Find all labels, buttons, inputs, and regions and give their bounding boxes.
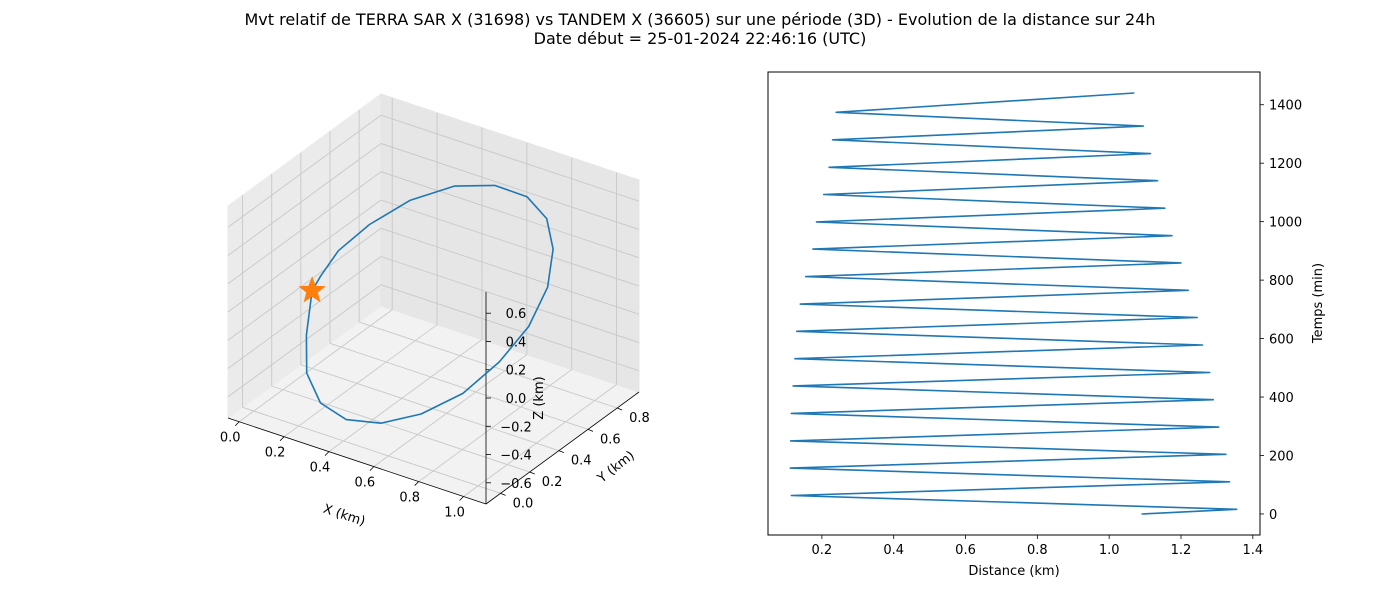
- x-axis-label: X (km): [321, 502, 367, 530]
- x-tick-label: 1.0: [444, 506, 465, 521]
- x-tick-label: 0.2: [265, 446, 286, 461]
- x-tick-label-2d: 0.8: [1027, 543, 1048, 558]
- x-tick-label: 0.8: [399, 491, 420, 506]
- x-tick-label-2d: 0.6: [955, 543, 976, 558]
- x-gridline-floor: [283, 324, 438, 438]
- z-gridline-back: [380, 114, 640, 202]
- y-axis-line: [485, 391, 640, 505]
- x-tick-mark: [234, 421, 240, 427]
- x-tick-mark: [324, 451, 330, 456]
- x-tick-mark: [414, 481, 419, 486]
- z-gridline-left: [227, 256, 382, 369]
- z-tick-label: 0.0: [506, 392, 527, 407]
- y-gridline-floor: [242, 406, 501, 494]
- pane-group: [226, 93, 641, 505]
- z-gridline-back: [380, 227, 640, 315]
- z-tick-label: −0.6: [500, 477, 532, 492]
- y-tick-mark: [529, 471, 535, 475]
- x-tick-mark: [369, 466, 375, 471]
- y-gridline-floor: [300, 364, 559, 452]
- x-axis-line: [227, 417, 487, 505]
- y-gridline-floor: [329, 342, 589, 430]
- x-tick-label-2d: 1.4: [1242, 543, 1263, 558]
- start-star-marker: [298, 276, 326, 303]
- x-gridline-floor: [373, 354, 528, 467]
- x-tick-label: 0.6: [354, 476, 375, 491]
- y-tick-mark: [558, 450, 565, 454]
- y-tick-label: 0.2: [542, 475, 563, 490]
- y-tick-label-2d: 0: [1269, 508, 1277, 523]
- y-gridline-floor: [359, 321, 618, 409]
- x-gridline-floor: [328, 339, 483, 453]
- y-tick-label-2d: 1400: [1269, 99, 1302, 114]
- z-tick-label: 0.6: [506, 307, 527, 322]
- grid-lines: [227, 97, 640, 497]
- x-tick-label: 0.0: [220, 431, 241, 446]
- x-gridline-floor: [418, 369, 572, 482]
- y-tick-label-2d: 1200: [1269, 157, 1302, 172]
- z-axis-label: Z (km): [532, 376, 547, 419]
- x-tick-label-2d: 1.0: [1099, 543, 1120, 558]
- y-tick-label-2d: 800: [1269, 274, 1294, 289]
- y-tick-label-2d: 400: [1269, 391, 1294, 406]
- z-gridline-back: [380, 256, 640, 343]
- y-axis-label: Y (km): [594, 448, 637, 487]
- z-gridline-left: [227, 284, 382, 398]
- y-tick-label-2d: 200: [1269, 449, 1294, 464]
- distance-line: [789, 92, 1238, 515]
- y-axis-label-2d: Temps (min): [1311, 263, 1326, 344]
- y-tick-label: 0.6: [600, 432, 621, 447]
- y-gridline-floor: [271, 385, 530, 473]
- plot-2d: 0.2 0.4 0.6 0.8 1.0 1.2 1.4 0 200 400 600 800 1000 12…: [767, 71, 1326, 579]
- y-tick-label: 0.8: [629, 411, 650, 426]
- x-tick-label: 0.4: [310, 461, 331, 476]
- z-gridline-back: [380, 171, 640, 259]
- tick-group: 0.2 0.4 0.6 0.8 1.0 1.2 1.4 0 200 400 600 800 1000 12…: [812, 99, 1303, 558]
- z-gridline-left: [227, 114, 382, 228]
- figure-title-line1: Mvt relatif de TERRA SAR X (31698) vs TA…: [244, 10, 1155, 29]
- x-tick-label-2d: 0.2: [812, 543, 833, 558]
- plot-3d: 0.00.20.40.60.81.00.00.20.40.60.80.60.40…: [220, 93, 650, 530]
- y-tick-label-2d: 600: [1269, 333, 1294, 348]
- z-tick-label: −0.4: [500, 449, 532, 464]
- x-gridline-floor: [238, 309, 393, 423]
- y-tick-mark: [616, 407, 623, 411]
- trajectory-line: [305, 184, 554, 425]
- z-gridline-left: [227, 143, 382, 256]
- x-gridline-floor: [463, 384, 617, 497]
- tick-labels: 0.00.20.40.60.81.00.00.20.40.60.80.60.40…: [220, 307, 650, 520]
- plot-frame: [767, 71, 1261, 536]
- z-gridline-left: [227, 171, 382, 285]
- y-tick-label: 0.4: [571, 454, 592, 469]
- y-tick-label-2d: 1000: [1269, 216, 1302, 231]
- y-tick-label: 0.0: [513, 496, 534, 511]
- x-tick-mark: [459, 496, 464, 501]
- z-gridline-back: [380, 199, 640, 287]
- x-axis-label-2d: Distance (km): [968, 564, 1059, 579]
- z-gridline-left: [227, 199, 382, 313]
- trajectory-layer: [298, 184, 554, 425]
- y-tick-mark: [587, 428, 594, 432]
- z-gridline-back: [380, 143, 640, 230]
- x-tick-mark: [279, 436, 285, 441]
- z-tick-label: 0.2: [506, 364, 527, 379]
- z-tick-label: −0.2: [500, 420, 532, 435]
- figure-title-line2: Date début = 25-01-2024 22:46:16 (UTC): [534, 29, 867, 48]
- y-tick-mark: [500, 492, 506, 496]
- x-tick-label-2d: 1.2: [1171, 543, 1192, 558]
- x-tick-label-2d: 0.4: [883, 543, 904, 558]
- z-gridline-left: [227, 227, 382, 341]
- distance-line-layer: [789, 92, 1238, 515]
- z-gridline-back: [380, 284, 640, 372]
